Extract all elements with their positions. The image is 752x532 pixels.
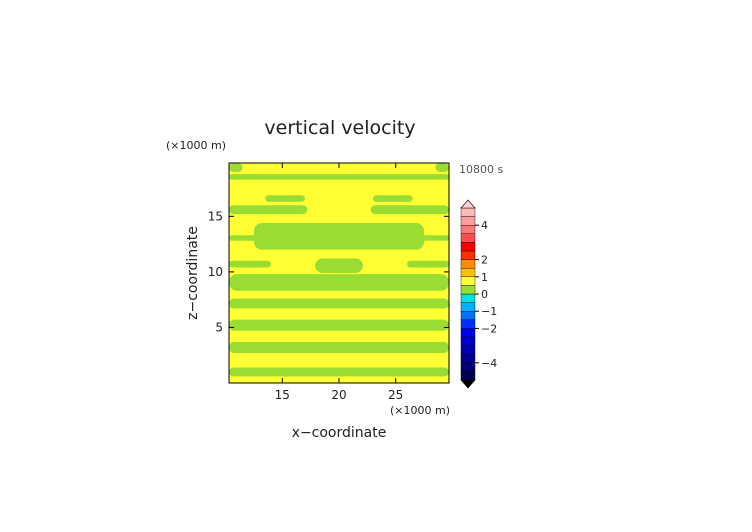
colorbar-segment xyxy=(460,336,476,346)
colorbar-tick-label: 0 xyxy=(481,288,488,301)
contour-region-11 xyxy=(412,235,449,241)
colorbar-segment xyxy=(460,354,476,364)
x-axis-label: x−coordinate xyxy=(292,425,387,441)
contour-region-1 xyxy=(229,367,449,377)
colorbar-segment xyxy=(460,302,476,312)
chart-title: vertical velocity xyxy=(264,117,415,139)
contour-region-10 xyxy=(229,235,266,241)
contour-region-18 xyxy=(435,163,449,172)
colorbar-tick-label: −4 xyxy=(481,357,497,370)
x-tick-label: 20 xyxy=(331,388,346,402)
colorbar-segment xyxy=(460,311,476,321)
colorbar-segment xyxy=(460,293,476,303)
colorbar-segment xyxy=(460,268,476,278)
contour-region-3 xyxy=(229,319,449,331)
y-tick-label: 10 xyxy=(208,265,223,279)
contour-region-16 xyxy=(229,174,449,180)
colorbar-extend-max xyxy=(460,199,476,209)
contour-region-8 xyxy=(407,260,449,268)
colorbar-tick-label: −1 xyxy=(481,305,497,318)
colorbar-segment xyxy=(460,345,476,355)
x-tick-label: 15 xyxy=(275,388,290,402)
contour-region-7 xyxy=(229,260,271,268)
colorbar-segment xyxy=(460,207,476,217)
colorbar-tick-label: 2 xyxy=(481,254,488,267)
colorbar-extend-min xyxy=(460,379,476,389)
y-axis-label: z−coordinate xyxy=(185,226,201,320)
contour-region-4 xyxy=(229,298,449,309)
colorbar-tick-label: 4 xyxy=(481,219,488,232)
colorbar-segment xyxy=(460,319,476,329)
y-tick-label: 5 xyxy=(215,320,223,334)
colorbar-segment xyxy=(460,285,476,295)
colorbar-segment xyxy=(460,259,476,269)
colorbar-segment xyxy=(460,250,476,260)
contour-region-9 xyxy=(253,223,425,250)
contour-region-5 xyxy=(229,274,449,291)
colorbar-segment xyxy=(460,224,476,234)
colorbar-segment xyxy=(460,216,476,226)
contour-fill xyxy=(229,163,449,383)
colorbar-segment xyxy=(460,233,476,243)
x-unit-label: (×1000 m) xyxy=(390,404,450,417)
contour-region-14 xyxy=(265,195,305,202)
colorbar-segment xyxy=(460,242,476,252)
colorbar-segment xyxy=(460,328,476,338)
colorbar-tick-label: −2 xyxy=(481,322,497,335)
y-unit-label: (×1000 m) xyxy=(166,139,226,152)
colorbar: 4 2 1 0 −1 −2 −4 xyxy=(460,199,497,389)
colorbar-segment xyxy=(460,276,476,286)
contour-region-6 xyxy=(315,258,363,273)
time-label: 10800 s xyxy=(459,163,503,176)
contour-region-12 xyxy=(229,205,308,215)
contour-region-2 xyxy=(229,341,449,353)
contour-region-17 xyxy=(229,163,243,172)
axis-ticks: 15 20 25 5 10 15 xyxy=(208,163,449,402)
colorbar-tick-label: 1 xyxy=(481,271,488,284)
colorbar-segment xyxy=(460,362,476,372)
x-tick-label: 25 xyxy=(388,388,403,402)
y-tick-label: 15 xyxy=(208,209,223,223)
colorbar-segment xyxy=(460,371,476,381)
contour-region-13 xyxy=(370,205,449,215)
contour-region-15 xyxy=(373,195,413,202)
